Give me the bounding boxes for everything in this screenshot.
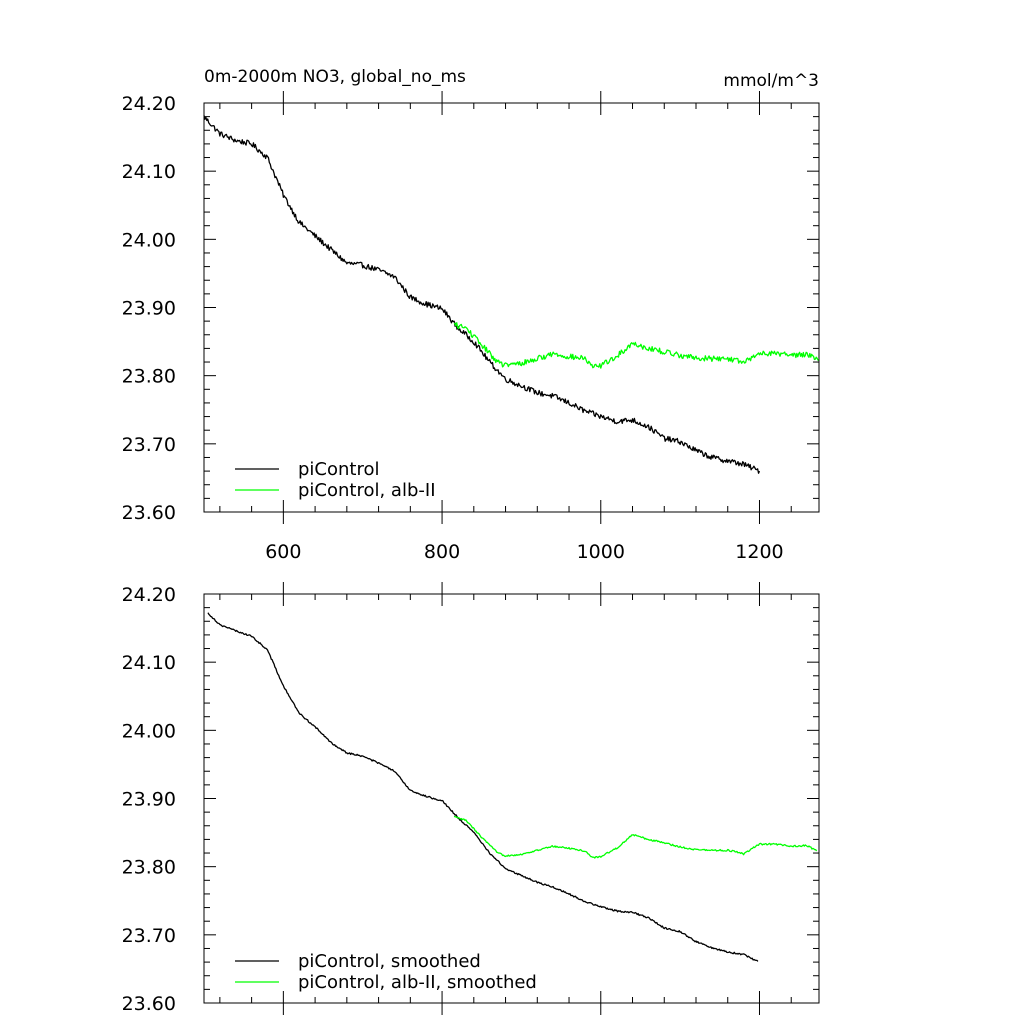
series-line-alb-ii — [453, 815, 818, 859]
y-tick-label: 23.70 — [122, 925, 176, 947]
y-tick-label: 24.10 — [122, 652, 176, 674]
y-tick-label: 24.00 — [122, 229, 176, 251]
series-line-picontrol — [203, 115, 761, 474]
y-tick-label: 24.20 — [122, 584, 176, 606]
legend-label: piControl — [298, 459, 380, 480]
y-tick-label: 24.20 — [122, 93, 176, 115]
legend-label: piControl, smoothed — [298, 951, 481, 972]
series-line-picontrol — [207, 612, 759, 962]
bottom-panel: 23.60 23.70 23.80 23.90 24.00 24.10 24.20 piCon… — [122, 582, 820, 1015]
y-tick-label: 24.00 — [122, 720, 176, 742]
x-tick-label: 800 — [424, 541, 460, 563]
y-tick-label: 23.80 — [122, 366, 176, 388]
chart-title: 0m-2000m NO3, global_no_ms — [204, 67, 466, 87]
y-tick-label: 23.90 — [122, 789, 176, 811]
units-label: mmol/m^3 — [723, 71, 819, 91]
legend-label: piControl, alb-II — [298, 480, 436, 501]
y-tick-label: 23.70 — [122, 434, 176, 456]
x-tick-label: 1000 — [577, 541, 625, 563]
top-panel: 0m-2000m NO3, global_no_ms mmol/m^3 23.6… — [122, 67, 820, 563]
y-tick-label: 23.90 — [122, 298, 176, 320]
series-line-alb-ii — [453, 322, 820, 369]
legend-label: piControl, alb-II, smoothed — [298, 972, 537, 993]
x-tick-label: 1200 — [735, 541, 783, 563]
y-tick-label: 23.60 — [122, 993, 176, 1015]
y-tick-label: 24.10 — [122, 161, 176, 183]
y-tick-label: 23.60 — [122, 502, 176, 524]
y-tick-label: 23.80 — [122, 857, 176, 879]
x-tick-label: 600 — [265, 541, 301, 563]
